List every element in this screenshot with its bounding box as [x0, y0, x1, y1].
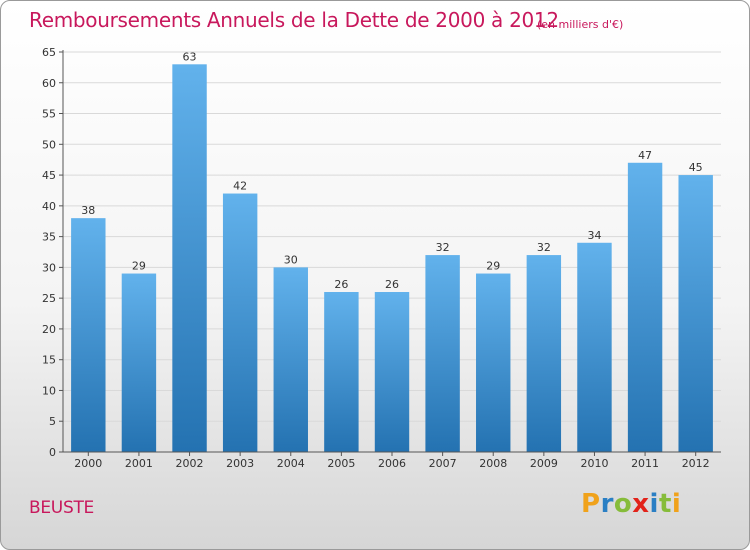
- bar[interactable]: [324, 292, 359, 452]
- bar-value-label: 30: [284, 253, 298, 266]
- bar-value-label: 63: [183, 50, 197, 63]
- bars: 38 29 63 42 30 26 26 32 29 32 34 47 45: [71, 50, 713, 453]
- y-tick-label: 5: [49, 415, 56, 428]
- y-tick-label: 55: [42, 108, 56, 121]
- bar[interactable]: [273, 267, 308, 452]
- logo-letter: i: [671, 489, 682, 519]
- bar[interactable]: [526, 255, 562, 452]
- bar-value-label: 34: [587, 229, 601, 242]
- bar-value-label: 45: [689, 161, 703, 174]
- bar[interactable]: [627, 162, 663, 452]
- bar[interactable]: [121, 273, 157, 452]
- bar-value-label: 26: [334, 278, 348, 291]
- y-tick-label: 0: [49, 446, 56, 459]
- x-tick-label: 2005: [327, 457, 355, 470]
- y-tick-label: 40: [42, 200, 56, 213]
- logo-letter: t: [658, 489, 672, 519]
- commune-name: BEUSTE: [29, 498, 94, 518]
- logo-letter: o: [613, 489, 633, 519]
- y-tick-label: 60: [42, 77, 56, 90]
- bar[interactable]: [577, 242, 612, 452]
- chart-subtitle: (en milliers d'€): [537, 18, 624, 31]
- x-tick-label: 2008: [479, 457, 507, 470]
- bar[interactable]: [222, 193, 258, 453]
- bar-value-label: 42: [233, 180, 247, 193]
- bar-value-label: 47: [638, 149, 652, 162]
- x-tick-label: 2009: [530, 457, 558, 470]
- x-tick-label: 2001: [125, 457, 153, 470]
- y-tick-label: 50: [42, 138, 56, 151]
- bar-value-label: 32: [537, 241, 551, 254]
- bar-value-label: 32: [436, 241, 450, 254]
- y-tick-label: 30: [42, 261, 56, 274]
- logo-letter: r: [600, 489, 614, 519]
- bar-value-label: 26: [385, 278, 399, 291]
- y-tick-label: 15: [42, 354, 56, 367]
- proxiti-logo[interactable]: Proxiti: [581, 489, 681, 519]
- x-tick-label: 2011: [631, 457, 659, 470]
- bar-value-label: 29: [486, 260, 500, 273]
- x-tick-label: 2003: [226, 457, 254, 470]
- logo-letter: P: [581, 489, 601, 519]
- chart-title: Remboursements Annuels de la Dette de 20…: [29, 8, 559, 32]
- axes: 0 5 10 15 20 25 30 35 40 45 50 55 60 65 2000 2001 2002 20…: [42, 46, 721, 470]
- x-tick-label: 2002: [176, 457, 204, 470]
- bar[interactable]: [172, 64, 207, 453]
- logo-letter: i: [649, 489, 659, 519]
- bar[interactable]: [374, 292, 410, 452]
- bar[interactable]: [476, 273, 511, 452]
- x-tick-label: 2007: [429, 457, 457, 470]
- x-tick-label: 2000: [74, 457, 102, 470]
- y-tick-label: 35: [42, 231, 56, 244]
- x-tick-label: 2012: [682, 457, 710, 470]
- y-tick-label: 20: [42, 323, 56, 336]
- x-tick-label: 2004: [277, 457, 305, 470]
- bar-value-label: 38: [81, 204, 95, 217]
- y-tick-label: 45: [42, 169, 56, 182]
- y-tick-label: 25: [42, 292, 56, 305]
- bar-value-label: 29: [132, 260, 146, 273]
- bar[interactable]: [425, 255, 460, 452]
- logo-letter: x: [632, 489, 650, 519]
- x-tick-label: 2010: [580, 457, 608, 470]
- x-tick-label: 2006: [378, 457, 406, 470]
- bar[interactable]: [71, 218, 106, 452]
- y-tick-label: 10: [42, 384, 56, 397]
- y-tick-label: 65: [42, 46, 56, 59]
- bar[interactable]: [678, 175, 713, 453]
